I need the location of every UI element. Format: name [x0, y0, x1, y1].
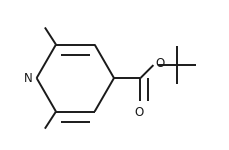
Text: N: N [24, 72, 33, 85]
Text: O: O [134, 106, 143, 119]
Text: O: O [155, 57, 164, 70]
